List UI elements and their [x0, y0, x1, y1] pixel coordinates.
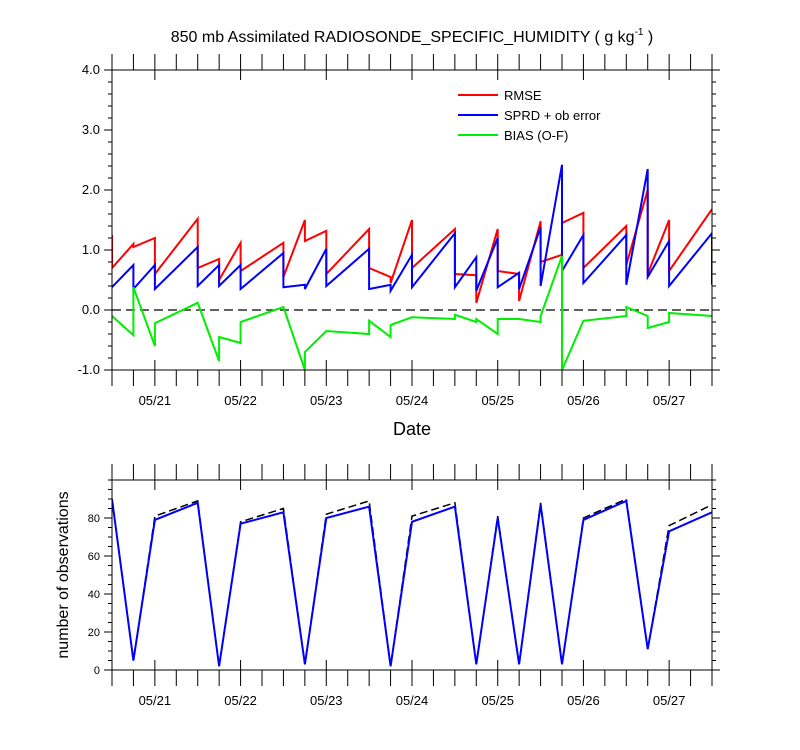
x-tick-label: 05/24 — [396, 393, 429, 408]
legend-label: BIAS (O-F) — [504, 128, 568, 143]
series-line-sprd-ob-error — [112, 164, 712, 295]
x-tick-label: 05/26 — [567, 393, 600, 408]
x-tick-label: 05/22 — [224, 693, 257, 708]
x-tick-label: 05/27 — [653, 393, 686, 408]
x-tick-label: 05/21 — [139, 693, 172, 708]
y-axis-label-observations: number of observations — [55, 491, 72, 658]
legend-label: RMSE — [504, 88, 542, 103]
x-tick-label: 05/21 — [139, 393, 172, 408]
y-tick-label: 4.0 — [82, 62, 100, 77]
x-tick-label: 05/25 — [481, 393, 514, 408]
x-tick-label: 05/24 — [396, 693, 429, 708]
x-tick-label: 05/23 — [310, 693, 343, 708]
x-tick-label: 05/26 — [567, 693, 600, 708]
y-tick-label: 2.0 — [82, 182, 100, 197]
y-tick-label: 20 — [88, 627, 100, 639]
x-tick-label: 05/23 — [310, 393, 343, 408]
y-tick-label: 40 — [88, 589, 100, 601]
chart-title: 850 mb Assimilated RADIOSONDE_SPECIFIC_H… — [171, 27, 654, 46]
bottom-chart-panel: 0 20 40 60 80 05/21 05/22 05/23 05/24 05/25 05/26 0… — [88, 464, 720, 708]
series-line-total-obs — [112, 497, 712, 667]
x-axis-label: Date — [393, 419, 431, 439]
top-chart-panel: -1.0 0.0 1.0 2.0 3.0 4.0 05/21 05/22 05/23 05/24 0… — [78, 54, 720, 408]
y-tick-label: 3.0 — [82, 122, 100, 137]
bottom-plot-frame — [111, 479, 713, 671]
legend: RMSE SPRD + ob error BIAS (O-F) — [458, 88, 601, 143]
y-tick-label: -1.0 — [78, 362, 100, 377]
y-tick-label: 0 — [94, 665, 100, 677]
x-tick-label: 05/27 — [653, 693, 686, 708]
y-tick-label: 0.0 — [82, 302, 100, 317]
legend-label: SPRD + ob error — [504, 108, 601, 123]
series-line-assimilated-obs — [112, 498, 712, 667]
series-line-bias-o-f — [112, 255, 712, 370]
y-tick-label: 80 — [88, 513, 100, 525]
x-tick-label: 05/22 — [224, 393, 257, 408]
y-tick-label: 1.0 — [82, 242, 100, 257]
x-tick-label: 05/25 — [481, 693, 514, 708]
y-tick-label: 60 — [88, 551, 100, 563]
